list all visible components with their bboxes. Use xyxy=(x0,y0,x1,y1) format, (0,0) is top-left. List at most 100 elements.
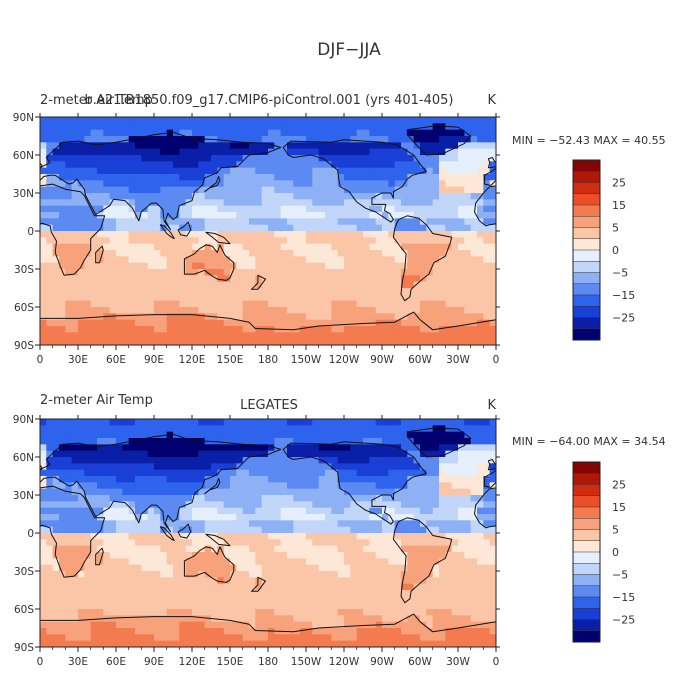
field-cell xyxy=(464,123,472,131)
field-cell xyxy=(52,590,60,597)
field-cell xyxy=(223,583,231,591)
field-cell xyxy=(122,186,130,194)
field-cell xyxy=(230,640,237,647)
field-cell xyxy=(185,142,193,150)
field-cell xyxy=(160,621,168,629)
field-cell xyxy=(147,419,155,426)
field-cell xyxy=(122,300,130,308)
field-cell xyxy=(122,237,130,245)
field-cell xyxy=(388,332,396,340)
field-cell xyxy=(141,514,149,521)
field-cell xyxy=(337,256,345,264)
field-cell xyxy=(325,539,332,547)
field-cell xyxy=(147,507,155,515)
field-cell xyxy=(97,224,104,232)
field-cell xyxy=(287,539,294,547)
field-cell xyxy=(280,571,288,578)
field-cell xyxy=(236,262,244,270)
field-cell xyxy=(312,488,320,496)
field-cell xyxy=(420,438,427,445)
field-cell xyxy=(293,300,301,308)
field-cell xyxy=(217,313,225,321)
field-cell xyxy=(78,539,85,547)
field-cell xyxy=(312,250,320,257)
field-cell xyxy=(426,463,434,471)
field-cell xyxy=(78,425,85,433)
field-cell xyxy=(46,243,54,251)
field-cell xyxy=(445,338,453,345)
field-cell xyxy=(90,199,98,207)
field-cell xyxy=(344,161,351,169)
field-cell xyxy=(179,300,187,308)
field-cell xyxy=(249,469,256,477)
field-cell xyxy=(230,476,237,483)
field-cell xyxy=(426,495,434,502)
field-cell xyxy=(185,457,193,464)
field-cell xyxy=(420,431,427,439)
field-cell xyxy=(306,243,313,251)
field-cell xyxy=(470,250,478,257)
field-cell xyxy=(166,288,174,295)
coastline-australia xyxy=(183,244,235,281)
field-cell xyxy=(249,476,256,483)
field-cell xyxy=(109,539,117,547)
field-cell xyxy=(299,469,307,477)
colorbar-box xyxy=(572,182,601,195)
field-cell xyxy=(135,307,142,314)
field-cell xyxy=(363,174,370,181)
field-cell xyxy=(318,123,326,131)
field-cell xyxy=(401,634,408,642)
field-cell xyxy=(230,332,237,340)
field-cell xyxy=(255,577,263,585)
field-cell xyxy=(59,463,66,471)
field-cell xyxy=(344,564,351,572)
field-cell xyxy=(223,224,231,232)
field-cell xyxy=(306,199,313,207)
field-cell xyxy=(122,590,130,597)
field-cell xyxy=(312,275,320,283)
field-cell xyxy=(280,205,288,213)
field-cell xyxy=(78,583,85,591)
field-cell xyxy=(147,615,155,623)
field-cell xyxy=(217,250,225,257)
field-cell xyxy=(78,332,85,340)
field-cell xyxy=(470,193,478,200)
field-cell xyxy=(344,583,351,591)
field-cell xyxy=(211,262,218,270)
field-cell xyxy=(223,281,231,289)
field-cell xyxy=(293,155,301,162)
field-cell xyxy=(388,488,396,496)
field-cell xyxy=(173,224,180,232)
field-cell xyxy=(122,218,130,226)
field-cell xyxy=(65,218,73,226)
field-cell xyxy=(65,205,73,213)
field-cell xyxy=(141,218,149,226)
field-cell xyxy=(268,419,275,426)
field-cell xyxy=(407,332,415,340)
field-cell xyxy=(274,256,282,264)
field-cell xyxy=(369,332,377,340)
field-cell xyxy=(141,180,149,188)
field-cell xyxy=(388,326,396,333)
field-cell xyxy=(318,501,326,509)
field-cell xyxy=(192,577,199,585)
field-cell xyxy=(84,262,92,270)
field-cell xyxy=(306,262,313,270)
field-cell xyxy=(287,129,294,137)
field-cell xyxy=(382,564,389,572)
field-cell xyxy=(135,224,142,232)
field-cell xyxy=(350,174,358,181)
field-cell xyxy=(173,463,180,471)
field-cell xyxy=(369,476,377,483)
field-cell xyxy=(141,319,149,327)
field-cell xyxy=(318,558,326,566)
field-cell xyxy=(52,281,60,289)
field-cell xyxy=(293,193,301,200)
field-cell xyxy=(439,262,446,270)
field-cell xyxy=(432,148,440,156)
field-cell xyxy=(185,533,193,540)
field-cell xyxy=(413,634,421,642)
field-cell xyxy=(249,262,256,270)
field-cell xyxy=(268,609,275,616)
field-cell xyxy=(198,142,206,150)
